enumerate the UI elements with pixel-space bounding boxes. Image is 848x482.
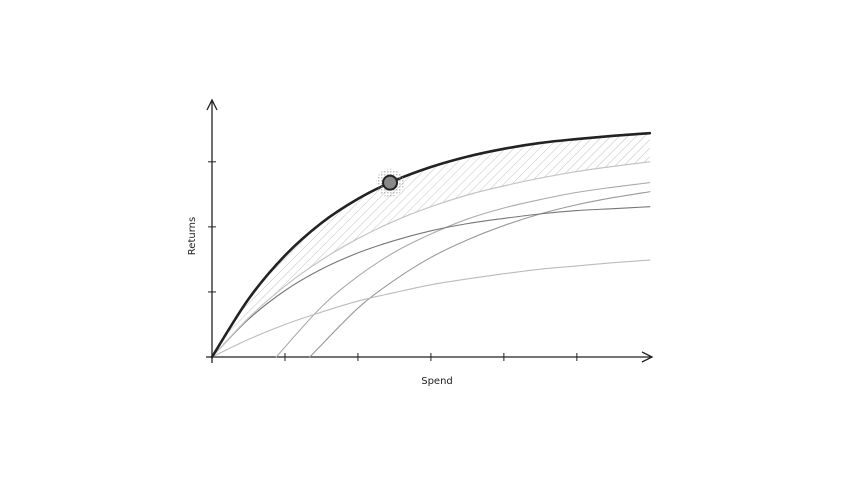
y-arrow — [206, 98, 218, 111]
y-axis-label: Returns — [187, 217, 198, 255]
curve — [309, 191, 651, 358]
curve — [210, 131, 652, 359]
highlight-point — [382, 174, 399, 191]
curve — [211, 161, 651, 358]
curve — [211, 206, 651, 358]
hatch-band — [212, 133, 650, 357]
curve — [211, 259, 651, 358]
curve — [275, 182, 651, 358]
x-axis-label: Spend — [421, 376, 453, 387]
x-arrow — [641, 351, 654, 363]
